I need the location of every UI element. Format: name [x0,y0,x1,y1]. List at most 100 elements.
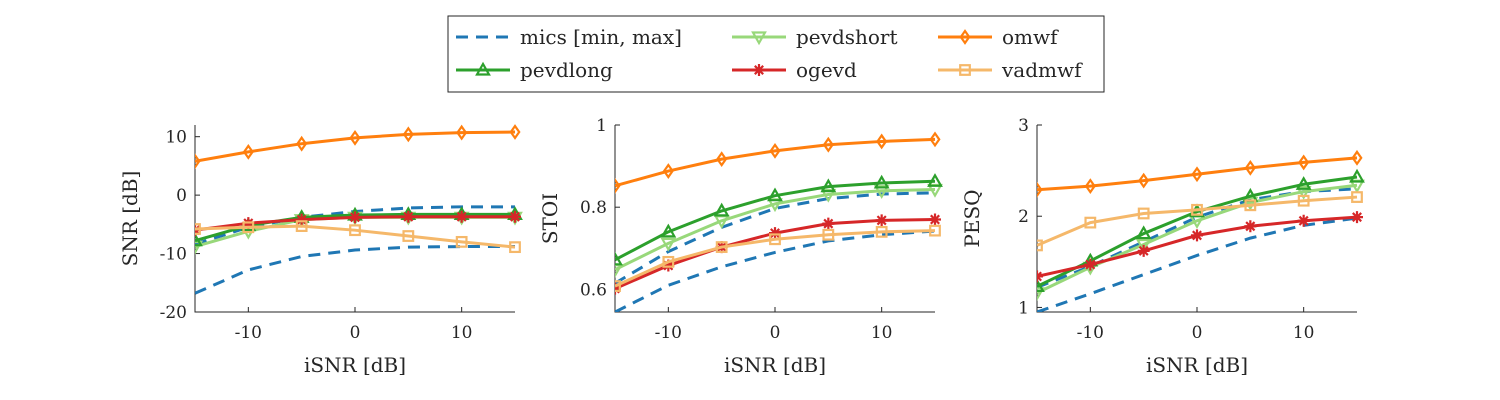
y-tick-label: 3 [1018,116,1029,136]
series-omwf-line [615,137,936,188]
panel-snr: -10 0 10 -20 -10 0 10 iSNR [dB] SNR [dB] [118,124,523,377]
point-pevdlong [1037,278,1045,293]
point-ogevd [1351,211,1363,224]
point-vadmwf [929,224,941,237]
point-omwf [716,151,728,168]
point-omwf [242,143,254,160]
point-ogevd [769,227,781,240]
legend-label-ogevd: ogevd [796,58,857,82]
point-pevdshort [1295,185,1312,200]
x-tick-label: 0 [1192,323,1203,343]
plot-area [615,131,943,312]
point-pevdshort [660,237,677,252]
y-tick-label: -20 [160,303,187,323]
point-pevdlong [767,187,783,202]
point-pevdshort [1242,196,1259,211]
point-ogevd [349,211,361,224]
point-vadmwf [509,241,521,254]
y-tick-label: 1 [1018,298,1029,318]
point-omwf [1191,166,1203,183]
series-vadmwf-line [1037,195,1358,247]
point-omwf [769,142,781,159]
point-ogevd [1084,258,1097,271]
point-pevdlong [927,173,943,187]
legend-item-ogevd: ogevd [732,58,857,82]
x-tick-label: 10 [451,323,473,343]
point-ogevd [1191,229,1203,242]
point-ogevd [822,217,835,230]
point-omwf [1037,181,1043,198]
point-pevdshort [195,240,203,255]
point-omwf [456,124,468,141]
point-omwf [1351,149,1363,166]
point-vadmwf [1297,194,1310,207]
point-omwf [296,135,308,152]
point-omwf [1084,178,1096,195]
y-tick-label: 0.8 [580,198,607,218]
point-vadmwf [242,221,255,234]
x-tick-label: -10 [235,323,262,343]
y-tick-label: 0 [176,186,187,206]
point-pevdshort [615,264,623,278]
point-omwf [1298,154,1310,171]
plot-area [1037,149,1365,312]
point-pevdshort [1135,238,1152,253]
point-vadmwf [1191,203,1203,216]
point-vadmwf [402,230,415,242]
legend-label-mics: mics [min, max] [520,25,682,49]
series-mics-max [615,191,936,285]
series-pevdshort-line [615,188,936,272]
point-omwf [876,133,888,150]
point-vadmwf [769,233,781,246]
point-omwf [349,129,361,146]
point-omwf [822,136,834,153]
legend-label-omwf: omwf [1002,25,1059,49]
y-axis-label: PESQ [960,189,984,247]
series-omwf-line [1037,156,1358,192]
panel-pesq: -10 0 10 1 2 3 iSNR [dB] PESQ [960,116,1365,377]
point-pevdlong [873,174,890,189]
point-pevdlong [195,232,203,247]
point-vadmwf [195,223,201,235]
legend-item-pevdlong: pevdlong [456,58,613,82]
point-vadmwf [1351,191,1363,203]
point-vadmwf [455,235,468,248]
point-vadmwf [295,220,308,232]
point-pevdlong [660,223,677,238]
series-vadmwf-line [615,229,936,288]
legend-label-vadmwf: vadmwf [1001,58,1083,82]
y-tick-label: 0.6 [580,280,607,300]
point-ogevd [402,210,415,223]
legend-item-mics: mics [min, max] [456,25,682,49]
point-vadmwf [1084,216,1097,229]
point-omwf [1244,159,1256,176]
point-ogevd [1037,270,1043,283]
point-ogevd [875,214,888,227]
series-omwf-line [195,130,516,163]
x-tick-label: 10 [871,323,893,343]
legend-item-omwf: omwf [938,25,1059,49]
legend-marker-pevdshort [751,31,767,46]
y-tick-label: 2 [1018,207,1029,227]
point-omwf [509,124,521,140]
point-vadmwf [1037,239,1043,252]
point-omwf [615,177,621,194]
y-tick-label: 10 [165,128,187,148]
point-ogevd [1137,244,1150,257]
point-vadmwf [662,255,675,268]
point-vadmwf [349,224,361,237]
point-omwf [1138,172,1150,189]
point-omwf [402,126,414,143]
point-pevdlong [1135,225,1152,240]
legend-item-vadmwf: vadmwf [938,58,1083,82]
legend-marker-pevdlong [475,61,491,76]
series-mics-min [615,229,936,312]
point-pevdlong [820,178,837,193]
point-vadmwf [1244,199,1257,212]
panel-stoi: -10 0 10 0.6 0.8 1 iSNR [dB] STOI [538,116,943,377]
point-pevdlong [713,202,730,217]
point-ogevd [929,213,941,226]
legend-label-pevdlong: pevdlong [520,58,613,82]
point-pevdlong [1349,168,1365,183]
